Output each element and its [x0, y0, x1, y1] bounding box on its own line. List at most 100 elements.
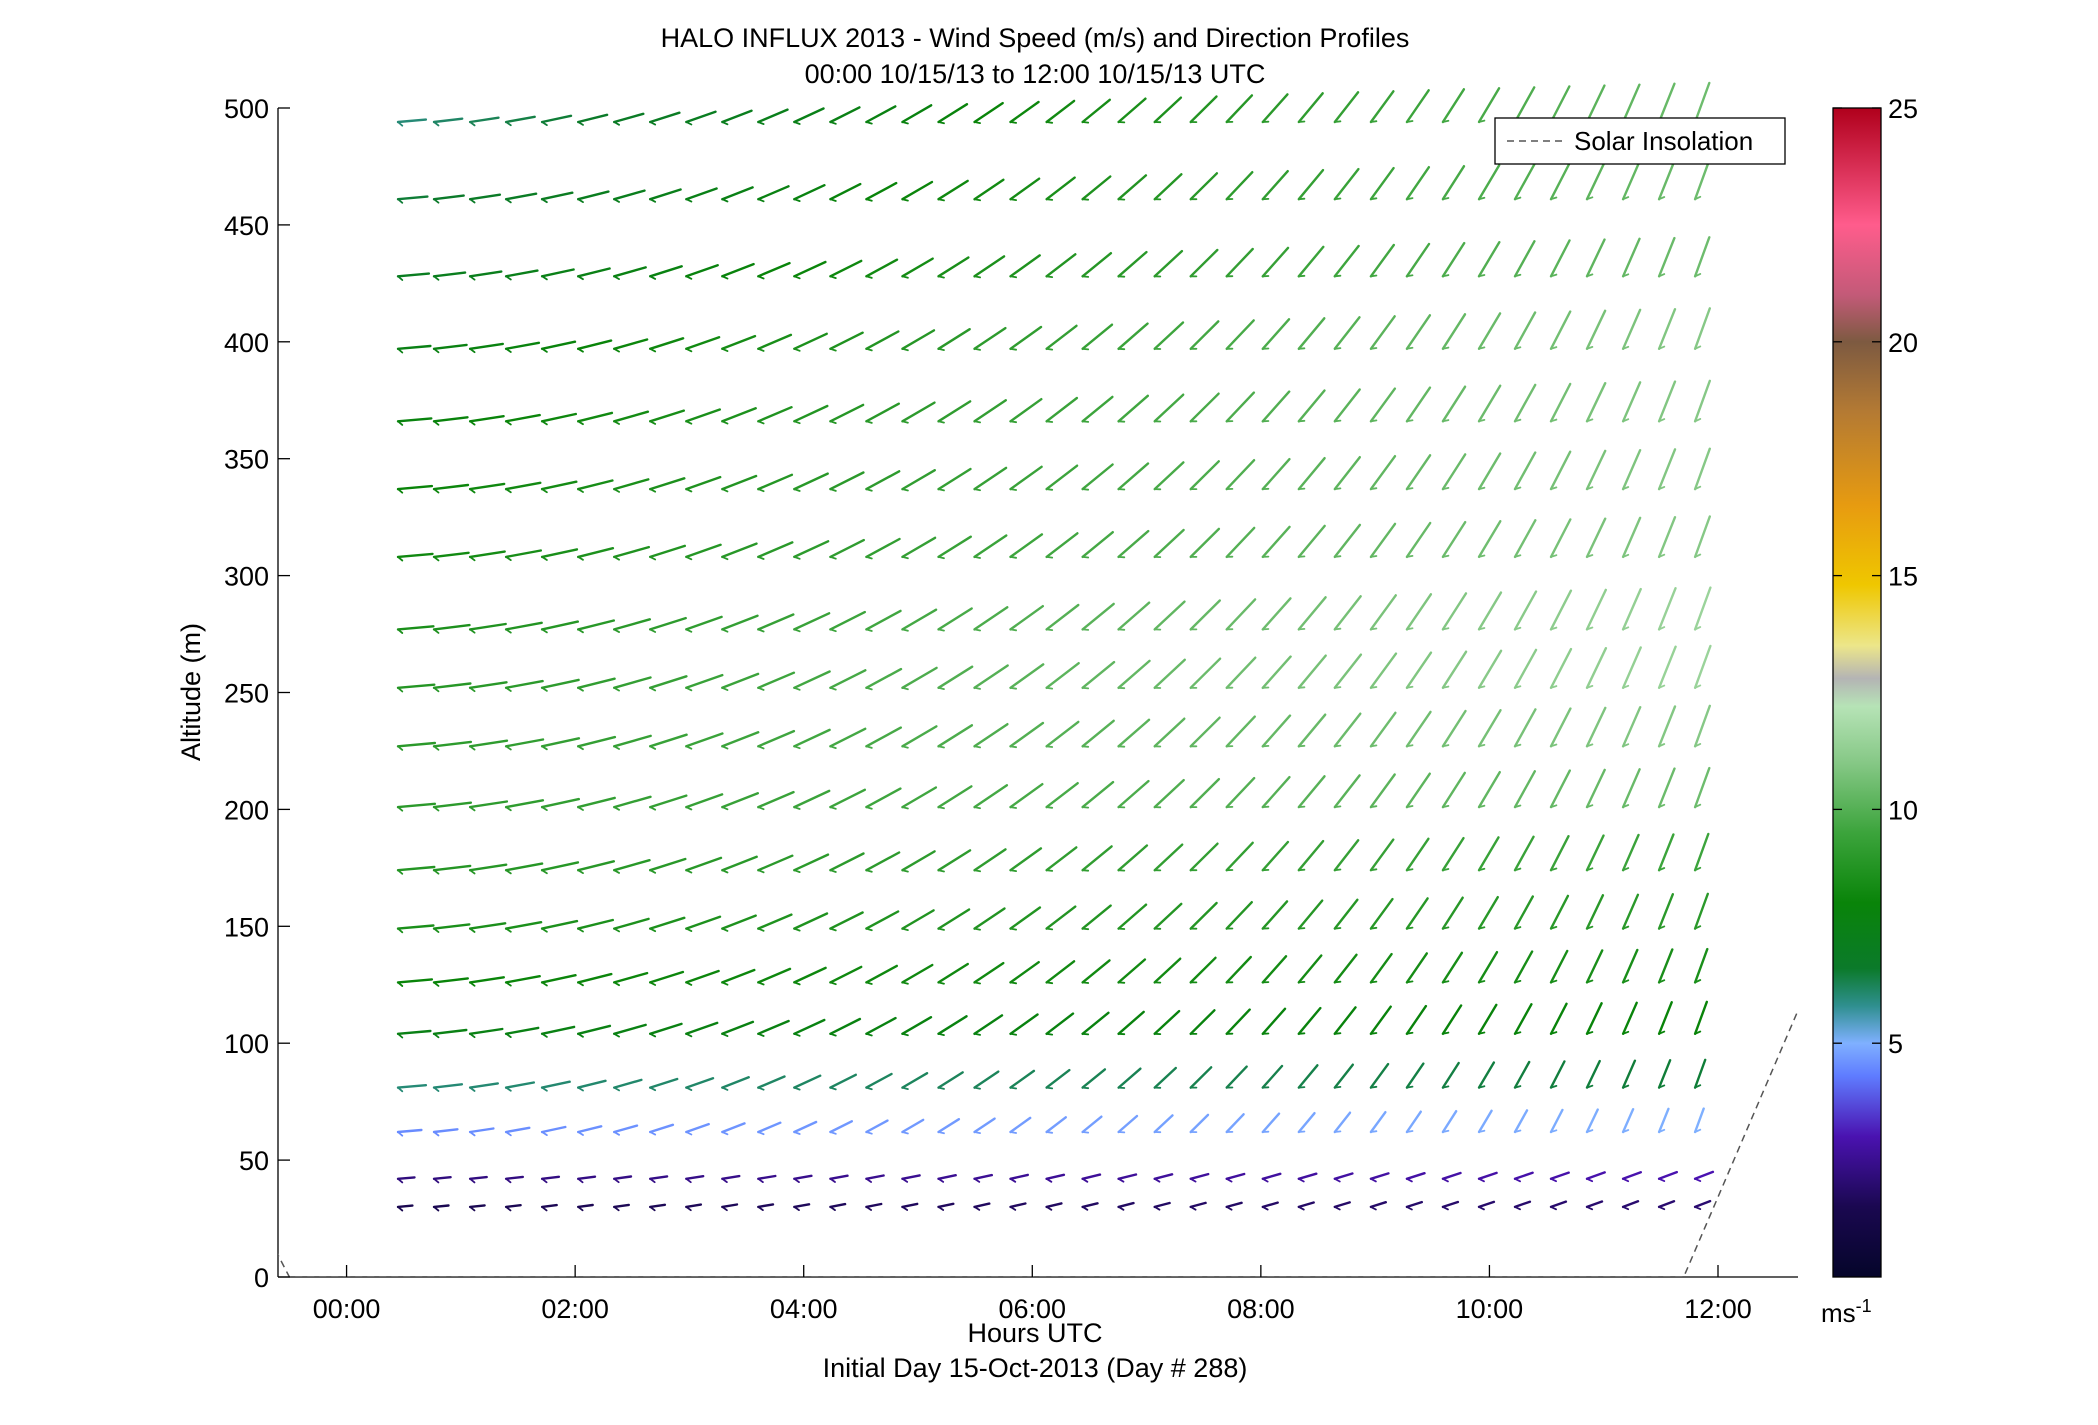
- wind-barb: [1657, 308, 1677, 350]
- wind-barb: [757, 108, 789, 125]
- wind-barb: [793, 260, 827, 280]
- wind-barb: [1513, 950, 1534, 984]
- wind-barb: [973, 1202, 991, 1211]
- wind-barb: [1333, 1006, 1357, 1036]
- wind-barb: [1225, 841, 1254, 872]
- wind-barb: [901, 1202, 919, 1211]
- wind-barb: [829, 1202, 847, 1211]
- wind-barb: [577, 735, 617, 751]
- wind-barb: [1297, 954, 1323, 984]
- wind-barb: [1189, 1009, 1216, 1036]
- wind-barb: [468, 1127, 495, 1137]
- wind-barb: [1225, 459, 1256, 491]
- wind-barb: [1693, 1170, 1715, 1182]
- wind-barb: [1657, 236, 1676, 278]
- wind-barb: [1189, 1172, 1210, 1183]
- wind-barb: [396, 552, 434, 562]
- wind-barb: [1009, 721, 1045, 749]
- wind-barb: [1441, 520, 1467, 559]
- wind-barb: [829, 471, 865, 492]
- wind-barb: [1369, 522, 1397, 559]
- wind-barb: [757, 671, 796, 691]
- wind-barb: [1549, 1002, 1568, 1036]
- wind-barb: [793, 853, 830, 873]
- wind-barb: [1297, 654, 1327, 689]
- wind-barb: [829, 331, 864, 352]
- wind-barb: [1333, 898, 1359, 930]
- wind-barb: [1153, 393, 1185, 423]
- wind-barb: [865, 258, 899, 279]
- wind-barb: [1513, 648, 1538, 689]
- x-tick-label: 08:00: [1227, 1294, 1295, 1324]
- wind-barb: [1477, 240, 1501, 278]
- wind-barb: [1081, 531, 1115, 559]
- wind-barb: [1081, 1115, 1103, 1134]
- wind-barb: [468, 863, 508, 875]
- wind-barb: [1585, 706, 1607, 748]
- wind-barb: [1657, 1107, 1670, 1134]
- wind-barb: [468, 622, 507, 634]
- wind-barb: [1225, 715, 1257, 748]
- wind-barb: [1333, 953, 1358, 984]
- wind-barb: [1405, 952, 1429, 984]
- wind-barb: [757, 854, 794, 874]
- wind-barb: [1009, 906, 1042, 931]
- wind-barb: [901, 329, 936, 352]
- wind-barb: [829, 1120, 853, 1135]
- wind-barb: [1549, 1060, 1566, 1089]
- wind-barb: [1189, 460, 1221, 491]
- wind-barb: [1189, 392, 1220, 423]
- wind-barb: [1657, 380, 1677, 423]
- wind-barb: [1369, 1200, 1388, 1211]
- wind-barb: [577, 619, 615, 634]
- wind-barb: [1333, 839, 1360, 872]
- wind-barb: [432, 1028, 468, 1039]
- wind-barb: [577, 1024, 612, 1038]
- wind-barb: [1117, 250, 1148, 278]
- colorbar-bar: [1832, 107, 1882, 1278]
- wind-barb: [1405, 454, 1432, 491]
- wind-barb: [540, 548, 579, 561]
- wind-barb: [396, 802, 437, 812]
- wind-barb: [937, 400, 972, 424]
- wind-barb: [1477, 1200, 1496, 1211]
- wind-barb: [1009, 1069, 1036, 1090]
- wind-barb: [973, 399, 1007, 424]
- colorbar-tick-label: 10: [1888, 795, 1918, 825]
- wind-barb: [1189, 1066, 1213, 1089]
- wind-barb: [468, 116, 500, 127]
- y-axis-ticks: 0 50 100 150 200 250 300 350 400 450 500: [224, 94, 290, 1293]
- wind-barb: [1405, 710, 1432, 748]
- wind-barb: [432, 977, 469, 987]
- wind-barb: [937, 908, 971, 931]
- y-tick-label: 100: [224, 1029, 269, 1059]
- wind-barb: [937, 1015, 968, 1036]
- wind-barb: [1657, 833, 1675, 872]
- wind-barb: [577, 267, 611, 281]
- wind-barb: [1621, 83, 1641, 124]
- wind-barb: [1693, 515, 1712, 559]
- wind-barb: [468, 342, 504, 354]
- wind-barb: [1009, 1116, 1032, 1134]
- wind-barb: [1513, 1003, 1533, 1036]
- wind-barb: [577, 918, 614, 933]
- wind-barb: [1333, 316, 1361, 350]
- wind-barb: [432, 343, 468, 354]
- wind-barb: [865, 105, 897, 125]
- wind-barb: [937, 328, 971, 352]
- wind-barb: [1225, 94, 1254, 124]
- wind-barb: [1693, 947, 1709, 984]
- wind-barb: [396, 417, 433, 426]
- solar-insolation-curve: [278, 1010, 1798, 1277]
- wind-barb: [1477, 1171, 1498, 1183]
- wind-barb: [613, 1078, 643, 1092]
- wind-barb: [865, 402, 900, 424]
- x-axis-ticks: 00:00 02:00 04:00 06:00 08:00 10:00 12:00: [313, 1265, 1752, 1324]
- wind-barb: [973, 326, 1007, 351]
- wind-barb: [973, 101, 1004, 124]
- wind-barb: [793, 332, 828, 352]
- wind-barb: [1621, 1059, 1637, 1089]
- wind-barb: [540, 114, 573, 126]
- wind-barb: [1081, 904, 1112, 931]
